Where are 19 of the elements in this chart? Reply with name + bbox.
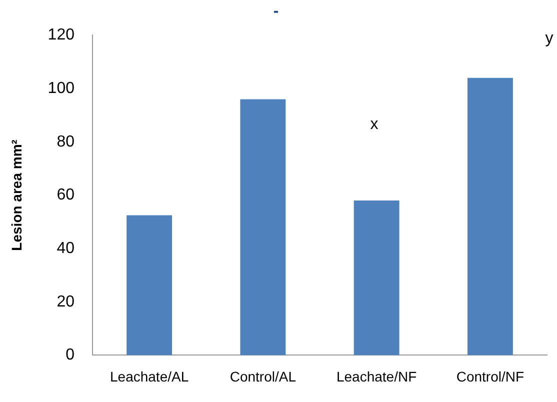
y-tick-label: 20 [56,293,75,310]
bar [240,99,286,356]
y-tick-label: 120 [48,26,75,44]
annotation: y [545,30,554,47]
y-tick-label: 60 [56,186,75,204]
y-axis-title: Lesion area mm² [8,139,24,251]
y-tick-label: 0 [66,346,75,364]
x-tick-label: Leachate/AL [110,368,189,384]
annotation: x [370,116,378,134]
bar [467,78,513,356]
x-tick-label: Control/NF [456,368,524,384]
bar [126,215,172,356]
x-tick-label: Control/AL [230,368,296,384]
y-tick-label: 40 [56,240,75,257]
y-tick-label: 100 [48,80,75,97]
y-tick-label: 80 [56,133,75,150]
chart-title: - [273,3,279,20]
x-tick-label: Leachate/NF [336,368,417,384]
bar [354,200,400,356]
